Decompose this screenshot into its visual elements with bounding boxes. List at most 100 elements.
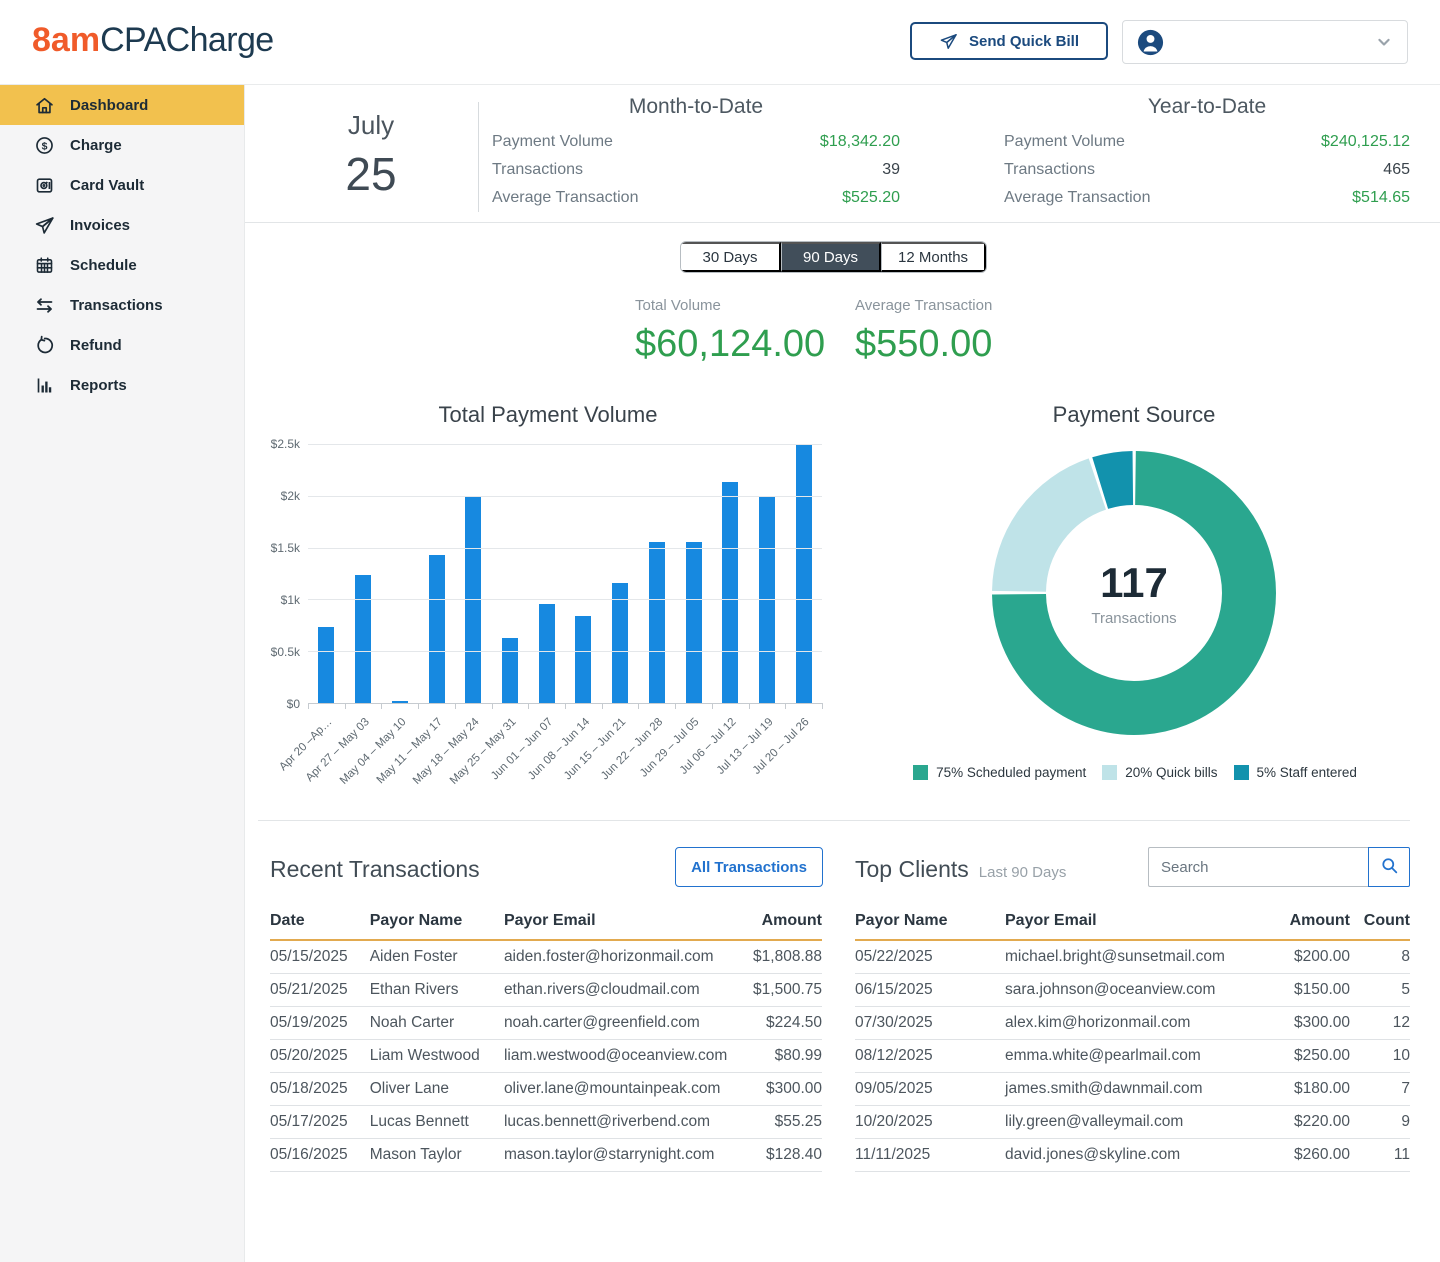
send-quick-bill-button[interactable]: Send Quick Bill (910, 22, 1108, 60)
stat-value: $514.65 (1352, 189, 1410, 206)
sidebar-item-invoices[interactable]: Invoices (0, 205, 244, 245)
all-transactions-button[interactable]: All Transactions (675, 847, 823, 887)
stat-value: $18,342.20 (819, 133, 900, 150)
tab-12-months[interactable]: 12 Months (881, 242, 987, 272)
gridline (308, 444, 822, 445)
sidebar-item-transactions[interactable]: Transactions (0, 285, 244, 325)
table-header-row: Date Payor Name Payor Email Amount (270, 906, 822, 941)
vault-icon (34, 175, 55, 196)
person-icon (1136, 28, 1165, 57)
donut-chart-title: Payment Source (1052, 402, 1216, 427)
stat-row: Transactions 39 (492, 156, 900, 184)
sidebar-item-dashboard[interactable]: Dashboard (0, 85, 244, 125)
bar-slot (492, 444, 529, 703)
cell: emma.white@pearlmail.com (1005, 1039, 1255, 1073)
cell: 12 (1350, 1006, 1410, 1040)
x-axis-label: May 18 – May 24 (410, 716, 482, 787)
cell: 07/30/2025 (855, 1006, 1005, 1040)
sidebar-item-refund[interactable]: Refund (0, 325, 244, 365)
bar-series (308, 444, 822, 703)
stat-label: Transactions (492, 161, 583, 178)
column-header: Date (270, 906, 370, 941)
sidebar-item-schedule[interactable]: Schedule (0, 245, 244, 285)
cell: 06/15/2025 (855, 973, 1005, 1007)
y-axis-tick-label: $0.5k (270, 645, 300, 659)
bar-slot (528, 444, 565, 703)
table-row: 10/20/2025 lily.green@valleymail.com $220.… (855, 1105, 1410, 1139)
chevron-down-icon (1374, 32, 1394, 52)
cell: 05/17/2025 (270, 1105, 370, 1139)
invoices-icon (34, 215, 55, 236)
cell: $260.00 (1255, 1138, 1350, 1172)
range-tab-group: 30 Days 90 Days 12 Months (680, 241, 988, 273)
bar (648, 542, 665, 703)
bar (575, 615, 592, 703)
bar-slot (712, 444, 749, 703)
cell: Mason Taylor (369, 1138, 504, 1172)
table-row: 05/22/2025 michael.bright@sunsetmail.com $… (855, 940, 1410, 974)
bar (391, 700, 408, 703)
charge-icon: $ (34, 135, 55, 156)
horizontal-divider (258, 820, 1410, 821)
table: Payor Name Payor Email Amount Count 05/22/20… (855, 906, 1410, 1172)
brand-logo: 8amCPACharge (32, 20, 274, 60)
sidebar-item-card-vault[interactable]: Card Vault (0, 165, 244, 205)
stat-row: Payment Volume $18,342.20 (492, 128, 900, 156)
cell: 05/19/2025 (270, 1006, 370, 1040)
bar-slot (345, 444, 382, 703)
sidebar-item-reports[interactable]: Reports (0, 365, 244, 405)
cell: lucas.bennett@riverbend.com (503, 1105, 728, 1139)
cell: ethan.rivers@cloudmail.com (503, 973, 728, 1007)
bar-chart-plot: Apr 20 –Ap… Apr 27 – May 03 May 04 – May 1… (278, 444, 823, 787)
cell: oliver.lane@mountainpeak.com (503, 1072, 728, 1106)
search-input[interactable] (1148, 847, 1368, 887)
cell: 05/18/2025 (270, 1072, 370, 1106)
cell: david.jones@skyline.com (1005, 1138, 1255, 1172)
x-axis-tick (344, 703, 346, 709)
stat-row: Average Transaction $525.20 (492, 184, 900, 212)
bar-slot (749, 444, 786, 703)
tab-30-days[interactable]: 30 Days (681, 242, 781, 272)
bar-slot (455, 444, 492, 703)
table-header-row: Payor Name Payor Email Amount Count (855, 906, 1410, 941)
table-row: 11/11/2025 david.jones@skyline.com $260.00… (855, 1138, 1410, 1172)
column-header: Payor Email (503, 906, 728, 941)
x-axis-tick (601, 703, 603, 709)
sidebar-item-charge[interactable]: $ Charge (0, 125, 244, 165)
tab-90-days[interactable]: 90 Days (781, 242, 881, 272)
year-to-date-stats: Year-to-Date Payment Volume $240,125.12 Tr… (1004, 95, 1410, 212)
sidebar-item-label: Reports (70, 376, 127, 394)
svg-text:$: $ (42, 140, 48, 152)
bar (722, 482, 739, 703)
bar-slot (418, 444, 455, 703)
cell: Liam Westwood (369, 1039, 504, 1073)
sidebar-item-label: Card Vault (70, 176, 145, 194)
average-transaction-label: Average Transaction (855, 297, 993, 314)
bar-slot (675, 444, 712, 703)
home-icon (34, 95, 55, 116)
cell: $80.99 (727, 1039, 822, 1073)
cell: james.smith@dawnmail.com (1005, 1072, 1255, 1106)
sidebar-nav: Dashboard $ Charge Card Vault Invoices Schedu… (0, 85, 245, 1262)
schedule-icon (34, 255, 55, 276)
account-menu[interactable] (1122, 20, 1408, 64)
brand-name: CPACharge (100, 21, 274, 59)
y-axis-tick-label: $2k (280, 489, 300, 503)
bar-slot (785, 444, 822, 703)
bar-slot (602, 444, 639, 703)
cell: lily.green@valleymail.com (1005, 1105, 1255, 1139)
total-payment-volume-chart: $0 $0.5k $1k $1.5k $2k $2.5k Apr 20 –Ap… Apr 2… (262, 437, 823, 787)
year-to-date-title: Year-to-Date (1147, 95, 1267, 118)
bar (318, 627, 335, 703)
transactions-icon (34, 295, 55, 316)
paper-plane-icon (939, 32, 958, 51)
column-header: Payor Name (369, 906, 504, 941)
table-row: 05/20/2025 Liam Westwood liam.westwood@oce… (270, 1039, 822, 1073)
table: Date Payor Name Payor Email Amount 05/15/202… (270, 906, 822, 1172)
x-axis-tick (454, 703, 456, 709)
x-axis-tick (491, 703, 493, 709)
send-quick-bill-label: Send Quick Bill (968, 32, 1080, 50)
cell: $250.00 (1255, 1039, 1350, 1073)
search-button[interactable] (1368, 847, 1410, 887)
cell: $128.40 (727, 1138, 822, 1172)
